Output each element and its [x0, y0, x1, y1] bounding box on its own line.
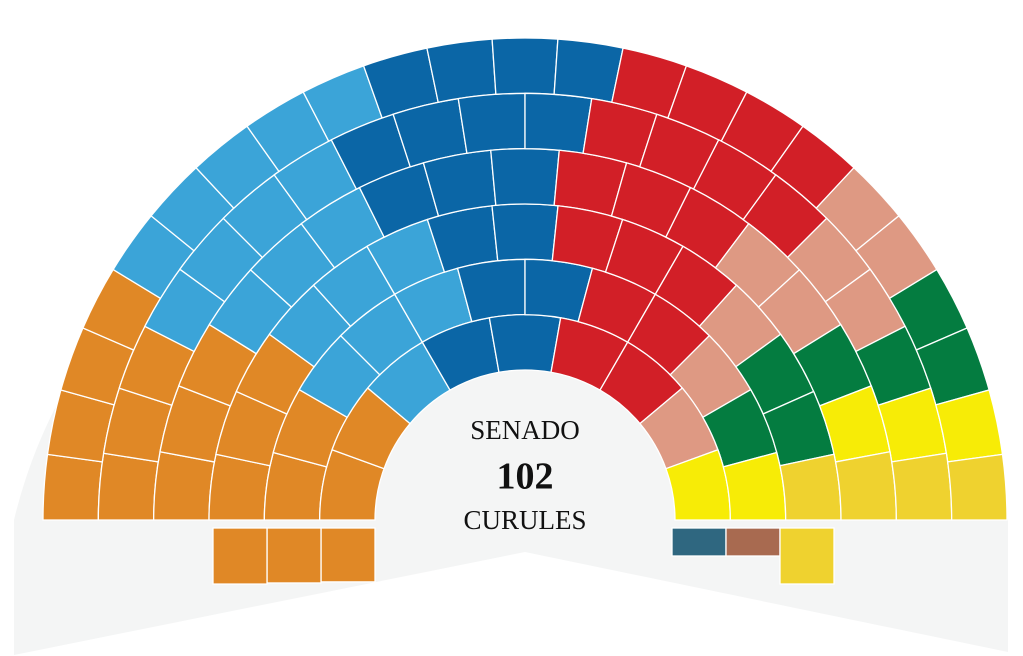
special-seat	[779, 527, 835, 585]
seat	[488, 314, 562, 374]
chart-subtitle: CURULES	[463, 505, 586, 535]
special-seat	[671, 527, 727, 557]
seat	[42, 453, 104, 521]
seats	[42, 37, 1008, 585]
seat	[490, 148, 560, 207]
seat	[553, 38, 624, 104]
seat	[524, 92, 593, 154]
seat	[426, 38, 497, 104]
special-seat	[266, 527, 322, 584]
seat	[834, 451, 897, 521]
seat	[891, 452, 953, 521]
special-seat	[725, 527, 781, 557]
seat	[491, 37, 559, 96]
seat	[153, 451, 216, 521]
special-seat	[212, 527, 268, 585]
chart-title: SENADO	[470, 415, 580, 445]
seat	[946, 453, 1008, 521]
special-seat	[320, 527, 376, 583]
seat	[491, 203, 559, 262]
seat	[779, 453, 842, 521]
seat	[457, 92, 526, 154]
total-seats: 102	[497, 456, 554, 498]
seat	[97, 452, 159, 521]
